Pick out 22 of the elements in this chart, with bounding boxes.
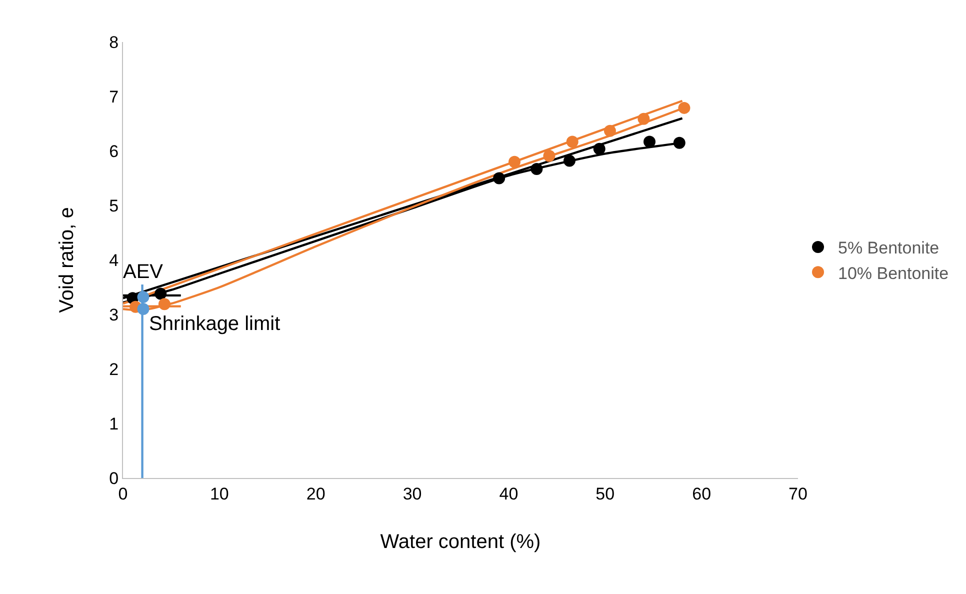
x-axis-title: Water content (%) <box>380 531 541 553</box>
y-tick-label: 7 <box>109 87 119 106</box>
x-tick-label: 10 <box>210 484 229 504</box>
y-tick-label: 6 <box>109 142 119 161</box>
y-tick-label: 1 <box>109 414 119 434</box>
y-tick-label: 2 <box>109 360 119 379</box>
y-tick-label: 5 <box>109 196 119 216</box>
x-tick-label: 50 <box>596 484 615 504</box>
x-tick-label: 30 <box>402 484 422 504</box>
x-tick-label: 20 <box>306 484 326 504</box>
annotation: Shrinkage limit <box>149 313 281 335</box>
x-tick-label: 40 <box>499 484 518 504</box>
x-tick-label: 70 <box>788 484 808 504</box>
annotation: AEV <box>123 261 164 283</box>
y-tick-label: 0 <box>109 468 119 488</box>
y-tick-label: 8 <box>109 32 119 52</box>
legend-label: 10% Bentonite <box>838 264 949 283</box>
y-axis-title: Void ratio, e <box>56 207 78 313</box>
x-tick-label: 60 <box>692 484 712 504</box>
legend-label: 5% Bentonite <box>838 238 940 258</box>
y-tick-label: 4 <box>109 250 119 270</box>
y-tick-label: 3 <box>109 305 119 324</box>
